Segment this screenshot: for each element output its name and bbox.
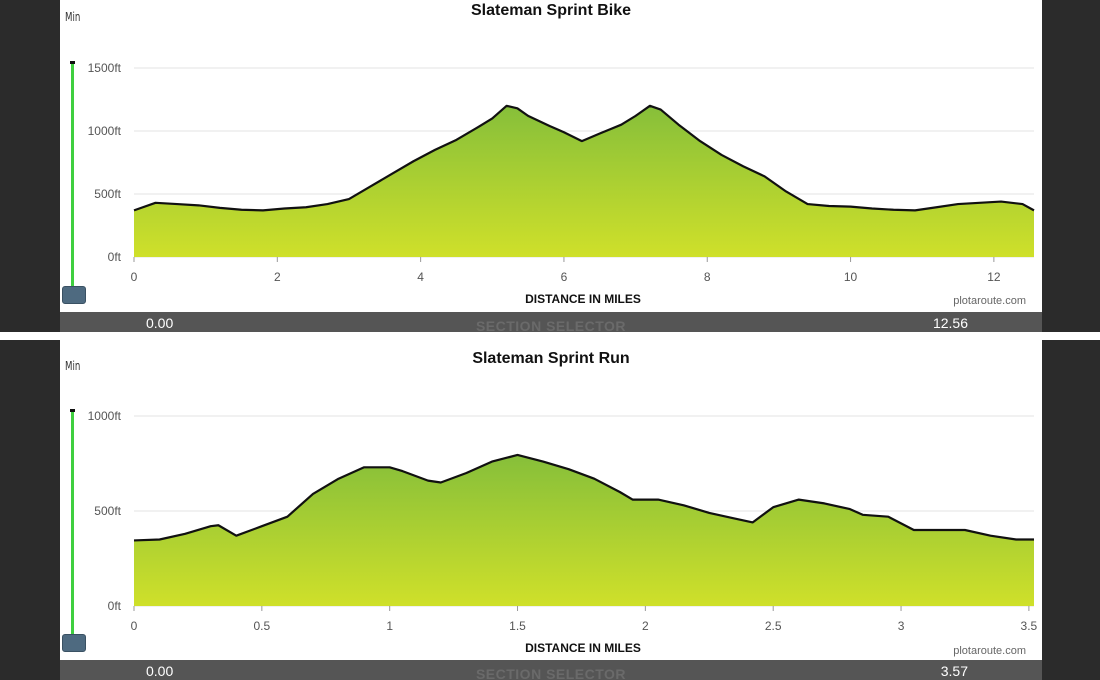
min-label: Min (65, 10, 81, 24)
x-tick-label: 4 (417, 270, 424, 284)
elevation-line (133, 104, 1035, 212)
bike-elevation-panel: Slateman Sprint Bike Min 0ft 500ft 1000ft 1… (60, 0, 1042, 332)
min-label: Min (65, 359, 81, 373)
section-selector[interactable]: 0.00 SECTION SELECTOR 3.57 (60, 660, 1042, 680)
elevation-area (134, 454, 1034, 606)
elevation-range-slider-track[interactable] (71, 412, 74, 634)
x-tick-label: 0.5 (253, 619, 270, 633)
y-tick-label: 0ft (108, 599, 122, 613)
x-tick-label: 0 (131, 270, 138, 284)
x-tick-label: 2 (642, 619, 649, 633)
slider-top-cap (70, 409, 75, 412)
y-tick-label: 500ft (94, 504, 121, 518)
selector-end-value: 12.56 (932, 315, 968, 331)
y-tick-label: 1000ft (88, 124, 122, 138)
slider-handle[interactable] (62, 634, 86, 652)
y-tick-label: 500ft (94, 187, 121, 201)
y-tick-label: 0ft (108, 250, 122, 264)
elevation-area (134, 105, 1034, 257)
run-elevation-panel: Slateman Sprint Run Min 0ft 500ft 1000ft 0 0… (60, 340, 1042, 680)
selector-start-value: 0.00 (146, 315, 174, 331)
x-tick-label: 8 (704, 270, 711, 284)
x-tick-label: 2 (274, 270, 281, 284)
x-tick-label: 10 (844, 270, 858, 284)
slider-top-cap (70, 61, 75, 64)
x-tick-label: 1.5 (509, 619, 526, 633)
selector-title: SECTION SELECTOR (475, 318, 627, 332)
panel-divider (0, 332, 1100, 340)
x-axis-title: DISTANCE IN MILES (525, 641, 641, 655)
x-axis-title: DISTANCE IN MILES (525, 292, 641, 306)
chart-title: Slateman Sprint Run (472, 350, 630, 367)
x-tick-label: 1 (386, 619, 393, 633)
slider-handle[interactable] (62, 286, 86, 304)
credit-link[interactable]: plotaroute.com (953, 645, 1026, 657)
selector-end-value: 3.57 (940, 663, 968, 679)
credit-link[interactable]: plotaroute.com (953, 295, 1026, 307)
x-tick-label: 3 (898, 619, 905, 633)
x-tick-label: 2.5 (765, 619, 782, 633)
bike-elevation-chart: 0ft 500ft 1000ft 1500ft 0 2 4 6 8 10 12 DISTANCE IN… (88, 61, 1035, 307)
selector-title: SECTION SELECTOR (475, 666, 627, 680)
y-tick-label: 1500ft (88, 61, 122, 75)
elevation-range-slider-track[interactable] (71, 64, 74, 286)
x-tick-label: 6 (561, 270, 568, 284)
x-tick-label: 3.5 (1021, 619, 1038, 633)
x-tick-label: 12 (987, 270, 1001, 284)
x-tick-label: 0 (131, 619, 138, 633)
run-elevation-chart: 0ft 500ft 1000ft 0 0.5 1 1.5 2 2.5 3 3.5 DISTANCE I… (88, 409, 1038, 657)
elevation-line (133, 453, 1034, 542)
selector-start-value: 0.00 (146, 663, 174, 679)
y-tick-label: 1000ft (88, 409, 122, 423)
chart-title: Slateman Sprint Bike (470, 2, 632, 19)
section-selector[interactable]: 0.00 SECTION SELECTOR 12.56 (60, 312, 1042, 332)
